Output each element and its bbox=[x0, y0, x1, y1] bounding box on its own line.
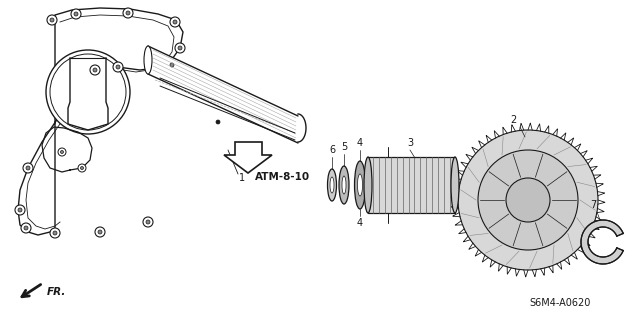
Ellipse shape bbox=[98, 230, 102, 234]
Text: 1: 1 bbox=[239, 173, 245, 183]
Text: 4: 4 bbox=[357, 138, 363, 148]
Ellipse shape bbox=[167, 60, 177, 70]
Ellipse shape bbox=[146, 220, 150, 224]
Polygon shape bbox=[18, 8, 183, 235]
Ellipse shape bbox=[170, 63, 174, 67]
Polygon shape bbox=[148, 46, 298, 143]
Text: 4: 4 bbox=[357, 218, 363, 228]
Ellipse shape bbox=[18, 208, 22, 212]
Ellipse shape bbox=[113, 62, 123, 72]
Polygon shape bbox=[224, 142, 272, 173]
Ellipse shape bbox=[50, 228, 60, 238]
Ellipse shape bbox=[170, 17, 180, 27]
Ellipse shape bbox=[81, 167, 83, 169]
Ellipse shape bbox=[47, 15, 57, 25]
Ellipse shape bbox=[342, 176, 346, 194]
Polygon shape bbox=[368, 157, 455, 213]
Ellipse shape bbox=[173, 20, 177, 24]
Ellipse shape bbox=[58, 148, 66, 156]
Ellipse shape bbox=[26, 166, 30, 170]
Ellipse shape bbox=[95, 227, 105, 237]
Text: 5: 5 bbox=[341, 142, 347, 152]
Ellipse shape bbox=[123, 8, 133, 18]
Ellipse shape bbox=[50, 54, 126, 130]
Ellipse shape bbox=[71, 9, 81, 19]
Ellipse shape bbox=[178, 46, 182, 50]
Text: FR.: FR. bbox=[47, 287, 67, 297]
Ellipse shape bbox=[50, 18, 54, 22]
Ellipse shape bbox=[15, 205, 25, 215]
Ellipse shape bbox=[143, 217, 153, 227]
Ellipse shape bbox=[364, 157, 372, 213]
Ellipse shape bbox=[144, 46, 152, 74]
Ellipse shape bbox=[328, 169, 337, 201]
Ellipse shape bbox=[355, 161, 365, 209]
Ellipse shape bbox=[93, 68, 97, 72]
Text: 3: 3 bbox=[407, 138, 413, 148]
Ellipse shape bbox=[24, 226, 28, 230]
Ellipse shape bbox=[216, 120, 220, 124]
Ellipse shape bbox=[126, 11, 130, 15]
Ellipse shape bbox=[46, 50, 130, 134]
Ellipse shape bbox=[90, 65, 100, 75]
Ellipse shape bbox=[78, 164, 86, 172]
Ellipse shape bbox=[358, 174, 362, 196]
Ellipse shape bbox=[74, 12, 78, 16]
Circle shape bbox=[478, 150, 578, 250]
Text: 2: 2 bbox=[510, 115, 516, 125]
Ellipse shape bbox=[175, 43, 185, 53]
Ellipse shape bbox=[53, 231, 57, 235]
Polygon shape bbox=[581, 220, 623, 264]
Ellipse shape bbox=[451, 157, 459, 213]
Ellipse shape bbox=[61, 151, 63, 153]
Circle shape bbox=[506, 178, 550, 222]
Text: 6: 6 bbox=[329, 145, 335, 155]
Ellipse shape bbox=[23, 163, 33, 173]
Circle shape bbox=[458, 130, 598, 270]
Text: S6M4-A0620: S6M4-A0620 bbox=[529, 298, 591, 308]
Text: ATM-8-10: ATM-8-10 bbox=[255, 172, 310, 182]
Ellipse shape bbox=[116, 65, 120, 69]
Ellipse shape bbox=[339, 166, 349, 204]
Ellipse shape bbox=[330, 177, 334, 193]
Text: 7: 7 bbox=[590, 200, 596, 210]
Ellipse shape bbox=[21, 223, 31, 233]
